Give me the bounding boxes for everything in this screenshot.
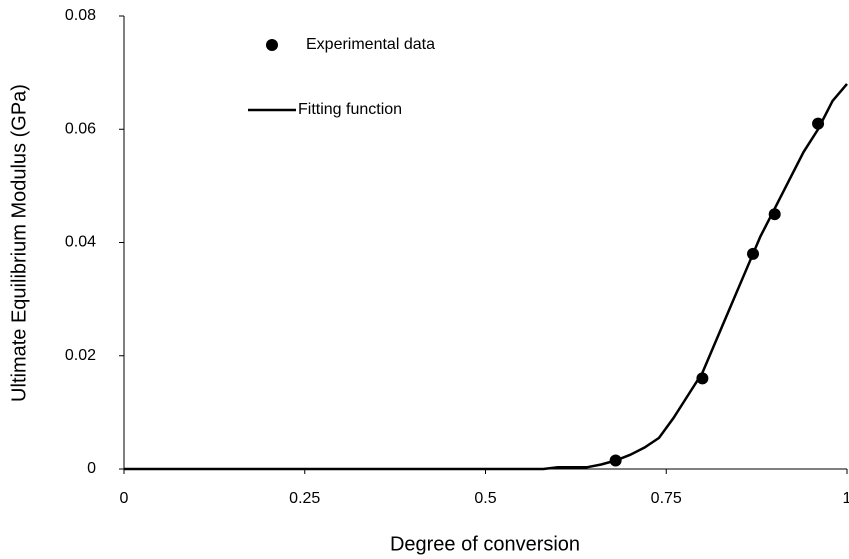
- legend-marker: [266, 39, 278, 51]
- data-point: [768, 208, 781, 221]
- fit-line: [124, 83, 848, 471]
- y-axis-label: Ultimate Equilibrium Modulus (GPa): [8, 84, 30, 402]
- legend-label: Experimental data: [306, 36, 435, 53]
- data-point: [812, 117, 825, 130]
- x-tick-label: 1: [843, 490, 849, 507]
- x-axis-label: Degree of conversion: [390, 533, 580, 555]
- y-tick-label: 0.04: [65, 234, 96, 251]
- y-tick-label: 0.08: [65, 7, 96, 24]
- x-tick-label: 0.75: [651, 490, 682, 507]
- y-tick-label: 0: [87, 460, 96, 477]
- x-tick-label: 0.5: [474, 490, 496, 507]
- x-tick-label: 0: [120, 490, 129, 507]
- y-tick-label: 0.02: [65, 347, 96, 364]
- legend-label: Fitting function: [298, 101, 402, 118]
- x-tick-label: 0.25: [289, 490, 320, 507]
- y-tick-label: 0.06: [65, 120, 96, 137]
